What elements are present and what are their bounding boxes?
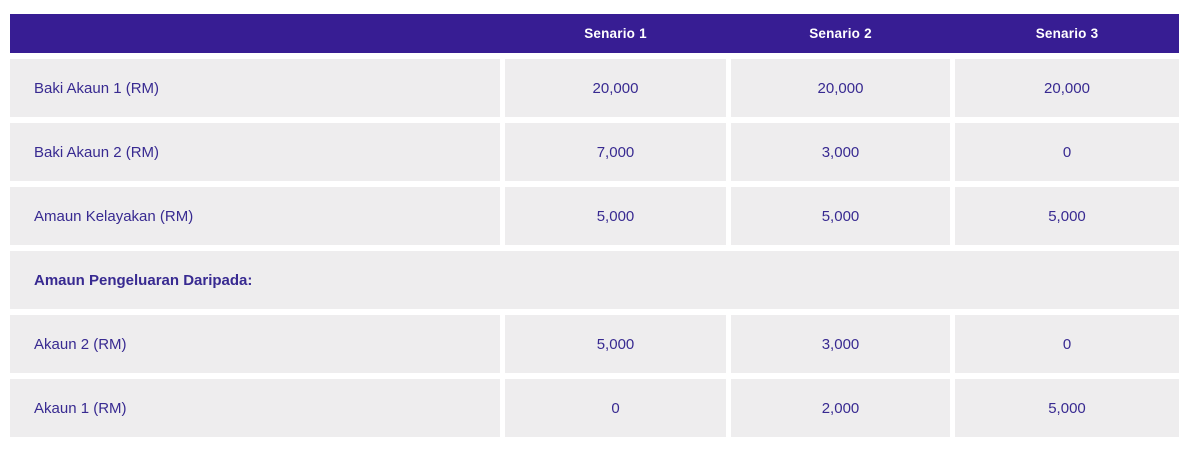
row-label-akaun-1: Akaun 1 (RM) <box>10 379 500 437</box>
table-cell: 3,000 <box>731 123 950 181</box>
table-cell: 0 <box>955 123 1179 181</box>
column-header-senario-1: Senario 1 <box>584 26 647 41</box>
table-cell: 5,000 <box>955 187 1179 245</box>
table-cell: 5,000 <box>955 379 1179 437</box>
table-cell: 7,000 <box>505 123 726 181</box>
row-label-akaun-2: Akaun 2 (RM) <box>10 315 500 373</box>
table-cell: 20,000 <box>505 59 726 117</box>
section-header-amaun-pengeluaran: Amaun Pengeluaran Daripada: <box>10 251 1179 309</box>
table-cell: 5,000 <box>731 187 950 245</box>
column-header-senario-2: Senario 2 <box>809 26 872 41</box>
table-cell: 20,000 <box>731 59 950 117</box>
table-cell: 5,000 <box>505 315 726 373</box>
table-cell: 2,000 <box>731 379 950 437</box>
scenario-table: Senario 1 Senario 2 Senario 3 Baki Akaun… <box>10 14 1179 437</box>
table-cell: 0 <box>505 379 726 437</box>
table-header-bar: Senario 1 Senario 2 Senario 3 <box>10 14 1179 53</box>
table-cell: 5,000 <box>505 187 726 245</box>
table-cell: 20,000 <box>955 59 1179 117</box>
row-label-baki-akaun-2: Baki Akaun 2 (RM) <box>10 123 500 181</box>
table-cell: 0 <box>955 315 1179 373</box>
row-label-amaun-kelayakan: Amaun Kelayakan (RM) <box>10 187 500 245</box>
row-label-baki-akaun-1: Baki Akaun 1 (RM) <box>10 59 500 117</box>
table-cell: 3,000 <box>731 315 950 373</box>
column-header-senario-3: Senario 3 <box>1035 26 1099 41</box>
